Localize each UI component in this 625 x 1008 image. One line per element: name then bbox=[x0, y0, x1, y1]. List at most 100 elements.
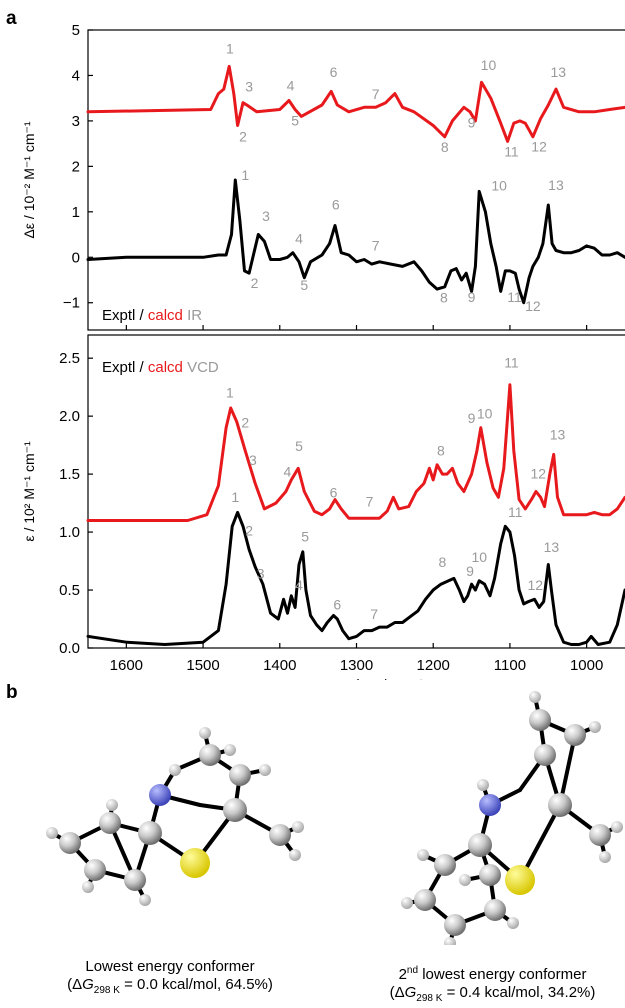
peak-label-1-3: 4 bbox=[284, 463, 292, 479]
conformer-1-title: Lowest energy conformer bbox=[85, 958, 255, 975]
conformer-2-energy-value: = 0.4 kcal/mol, 34.2%) bbox=[442, 984, 596, 1001]
peak-label-1-5: 6 bbox=[330, 484, 338, 500]
peak-label-1-24: 12 bbox=[527, 577, 543, 593]
peak-label-1-20: 8 bbox=[439, 554, 447, 570]
x-tick-label-4: 1200 bbox=[417, 657, 450, 674]
y-tick-label-0-3: 2 bbox=[72, 158, 80, 175]
x-tick-label-5: 1100 bbox=[494, 657, 526, 674]
peak-label-1-14: 2 bbox=[245, 523, 253, 539]
conformer-2-energy: (ΔG298 K = 0.4 kcal/mol, 34.2%) bbox=[355, 984, 625, 1008]
y-tick-label-1-0: 0.0 bbox=[59, 640, 80, 657]
y-tick-label-1-5: 2.5 bbox=[59, 350, 80, 367]
x-axis-label: Wavenumber / cm⁻¹ bbox=[289, 677, 423, 680]
conformer-1-structure bbox=[46, 727, 304, 906]
conformer-1-energy-value: = 0.0 kcal/mol, 64.5%) bbox=[119, 976, 273, 993]
conformer-2-title-sup: nd bbox=[406, 965, 419, 976]
series-calcd-line-1 bbox=[86, 383, 625, 522]
conformer-1-energy-symbol: G bbox=[82, 976, 94, 993]
panel-b-label: b bbox=[6, 682, 18, 703]
x-tick-label-6: 1000 bbox=[570, 657, 603, 674]
peak-label-1-1: 2 bbox=[241, 415, 249, 431]
peak-label-0-6: 7 bbox=[372, 86, 380, 102]
y-axis-label-0: Δε / 10⁻² M⁻¹ cm⁻¹ bbox=[21, 121, 37, 238]
conformer-1-energy: (ΔG298 K = 0.0 kcal/mol, 64.5%) bbox=[40, 976, 300, 1000]
peak-label-0-2: 2 bbox=[239, 128, 247, 144]
peak-label-1-12: 13 bbox=[550, 426, 566, 442]
legend-part-1-3: VCD bbox=[183, 359, 219, 376]
legend-part-0-1: / bbox=[135, 307, 148, 324]
peak-label-0-19: 7 bbox=[372, 237, 380, 253]
y-axis-label-1: ε / 10² M⁻¹ cm⁻¹ bbox=[21, 441, 37, 542]
peak-label-0-3: 4 bbox=[287, 77, 295, 93]
peak-label-1-2: 3 bbox=[249, 452, 257, 468]
peak-label-0-20: 8 bbox=[440, 290, 448, 306]
legend-part-0-2: calcd bbox=[148, 307, 183, 324]
x-tick-label-1: 1500 bbox=[186, 657, 219, 674]
peak-label-1-13: 1 bbox=[231, 489, 239, 505]
conformer-1-caption: Lowest energy conformer (ΔG298 K = 0.0 k… bbox=[40, 958, 300, 1000]
y-tick-label-0-2: 1 bbox=[72, 204, 80, 221]
conformer-2-title-rest: lowest energy conformer bbox=[418, 966, 587, 983]
legend-part-1-1: / bbox=[135, 359, 148, 376]
peak-label-1-22: 10 bbox=[471, 549, 487, 565]
legend-part-1-0: Exptl bbox=[102, 359, 135, 376]
peak-label-0-15: 2 bbox=[251, 275, 259, 291]
conformer-2-energy-prefix: (Δ bbox=[389, 984, 405, 1001]
peak-label-0-22: 10 bbox=[491, 177, 507, 193]
plot-frame-1 bbox=[87, 334, 625, 649]
peak-label-0-16: 4 bbox=[295, 231, 303, 247]
series-calcd-line-0 bbox=[86, 64, 625, 143]
peak-label-1-17: 5 bbox=[301, 528, 309, 544]
legend-part-0-0: Exptl bbox=[102, 307, 135, 324]
conformer-2-title: 2nd lowest energy conformer bbox=[355, 962, 625, 984]
peak-label-1-16: 4 bbox=[295, 577, 303, 593]
plot-frame-0 bbox=[87, 29, 625, 331]
peak-label-0-9: 10 bbox=[481, 57, 497, 73]
x-tick-label-2: 1400 bbox=[263, 657, 296, 674]
peak-label-0-23: 11 bbox=[507, 289, 522, 305]
peak-label-1-15: 3 bbox=[257, 565, 265, 581]
y-tick-label-1-4: 2.0 bbox=[59, 408, 80, 425]
peak-label-0-7: 8 bbox=[441, 139, 449, 155]
peak-label-1-25: 13 bbox=[544, 539, 560, 555]
legend-part-1-2: calcd bbox=[148, 359, 183, 376]
conformer-1-energy-sub: 298 K bbox=[93, 985, 120, 996]
peak-label-0-13: 1 bbox=[241, 167, 249, 183]
peak-label-0-24: 12 bbox=[525, 298, 541, 314]
x-tick-label-3: 1300 bbox=[340, 657, 373, 674]
peak-label-1-6: 7 bbox=[366, 494, 374, 510]
conformer-2-title-num: 2 bbox=[398, 966, 407, 983]
y-tick-label-1-3: 1.5 bbox=[59, 466, 80, 483]
peak-label-1-11: 12 bbox=[531, 466, 547, 482]
series-exptl-line-1 bbox=[86, 510, 625, 646]
peak-label-0-14: 3 bbox=[262, 208, 270, 224]
x-tick-label-0: 1600 bbox=[110, 657, 143, 674]
peak-label-0-10: 11 bbox=[504, 143, 519, 159]
legend-part-0-3: IR bbox=[183, 307, 202, 324]
peak-label-0-8: 9 bbox=[468, 115, 476, 131]
y-tick-label-0-1: 0 bbox=[72, 249, 80, 266]
legend-1: Exptl / calcd VCD bbox=[102, 359, 219, 376]
peak-label-0-12: 13 bbox=[550, 64, 566, 80]
peak-label-0-17: 5 bbox=[300, 277, 308, 293]
peak-label-0-11: 12 bbox=[531, 138, 547, 154]
peak-label-1-7: 8 bbox=[437, 443, 445, 459]
peak-label-0-5: 6 bbox=[330, 64, 338, 80]
series-exptl-line-0 bbox=[86, 178, 625, 305]
peak-label-1-23: 11 bbox=[508, 504, 523, 520]
peak-label-1-21: 9 bbox=[466, 563, 474, 579]
panel-a-label: a bbox=[6, 8, 17, 29]
peak-label-1-10: 11 bbox=[504, 354, 519, 370]
peak-label-0-21: 9 bbox=[468, 289, 476, 305]
y-tick-label-1-1: 0.5 bbox=[59, 582, 80, 599]
conformer-2-energy-symbol: G bbox=[404, 984, 417, 1001]
peak-label-1-0: 1 bbox=[226, 385, 234, 401]
y-tick-label-0-5: 4 bbox=[72, 67, 80, 84]
peak-label-0-18: 6 bbox=[332, 197, 340, 213]
peak-label-0-1: 3 bbox=[245, 78, 253, 94]
y-tick-label-0-4: 3 bbox=[72, 113, 80, 130]
conformer-1-energy-prefix: (Δ bbox=[67, 976, 83, 993]
legend-0: Exptl / calcd IR bbox=[102, 307, 202, 324]
conformer-2-structure bbox=[401, 691, 623, 945]
